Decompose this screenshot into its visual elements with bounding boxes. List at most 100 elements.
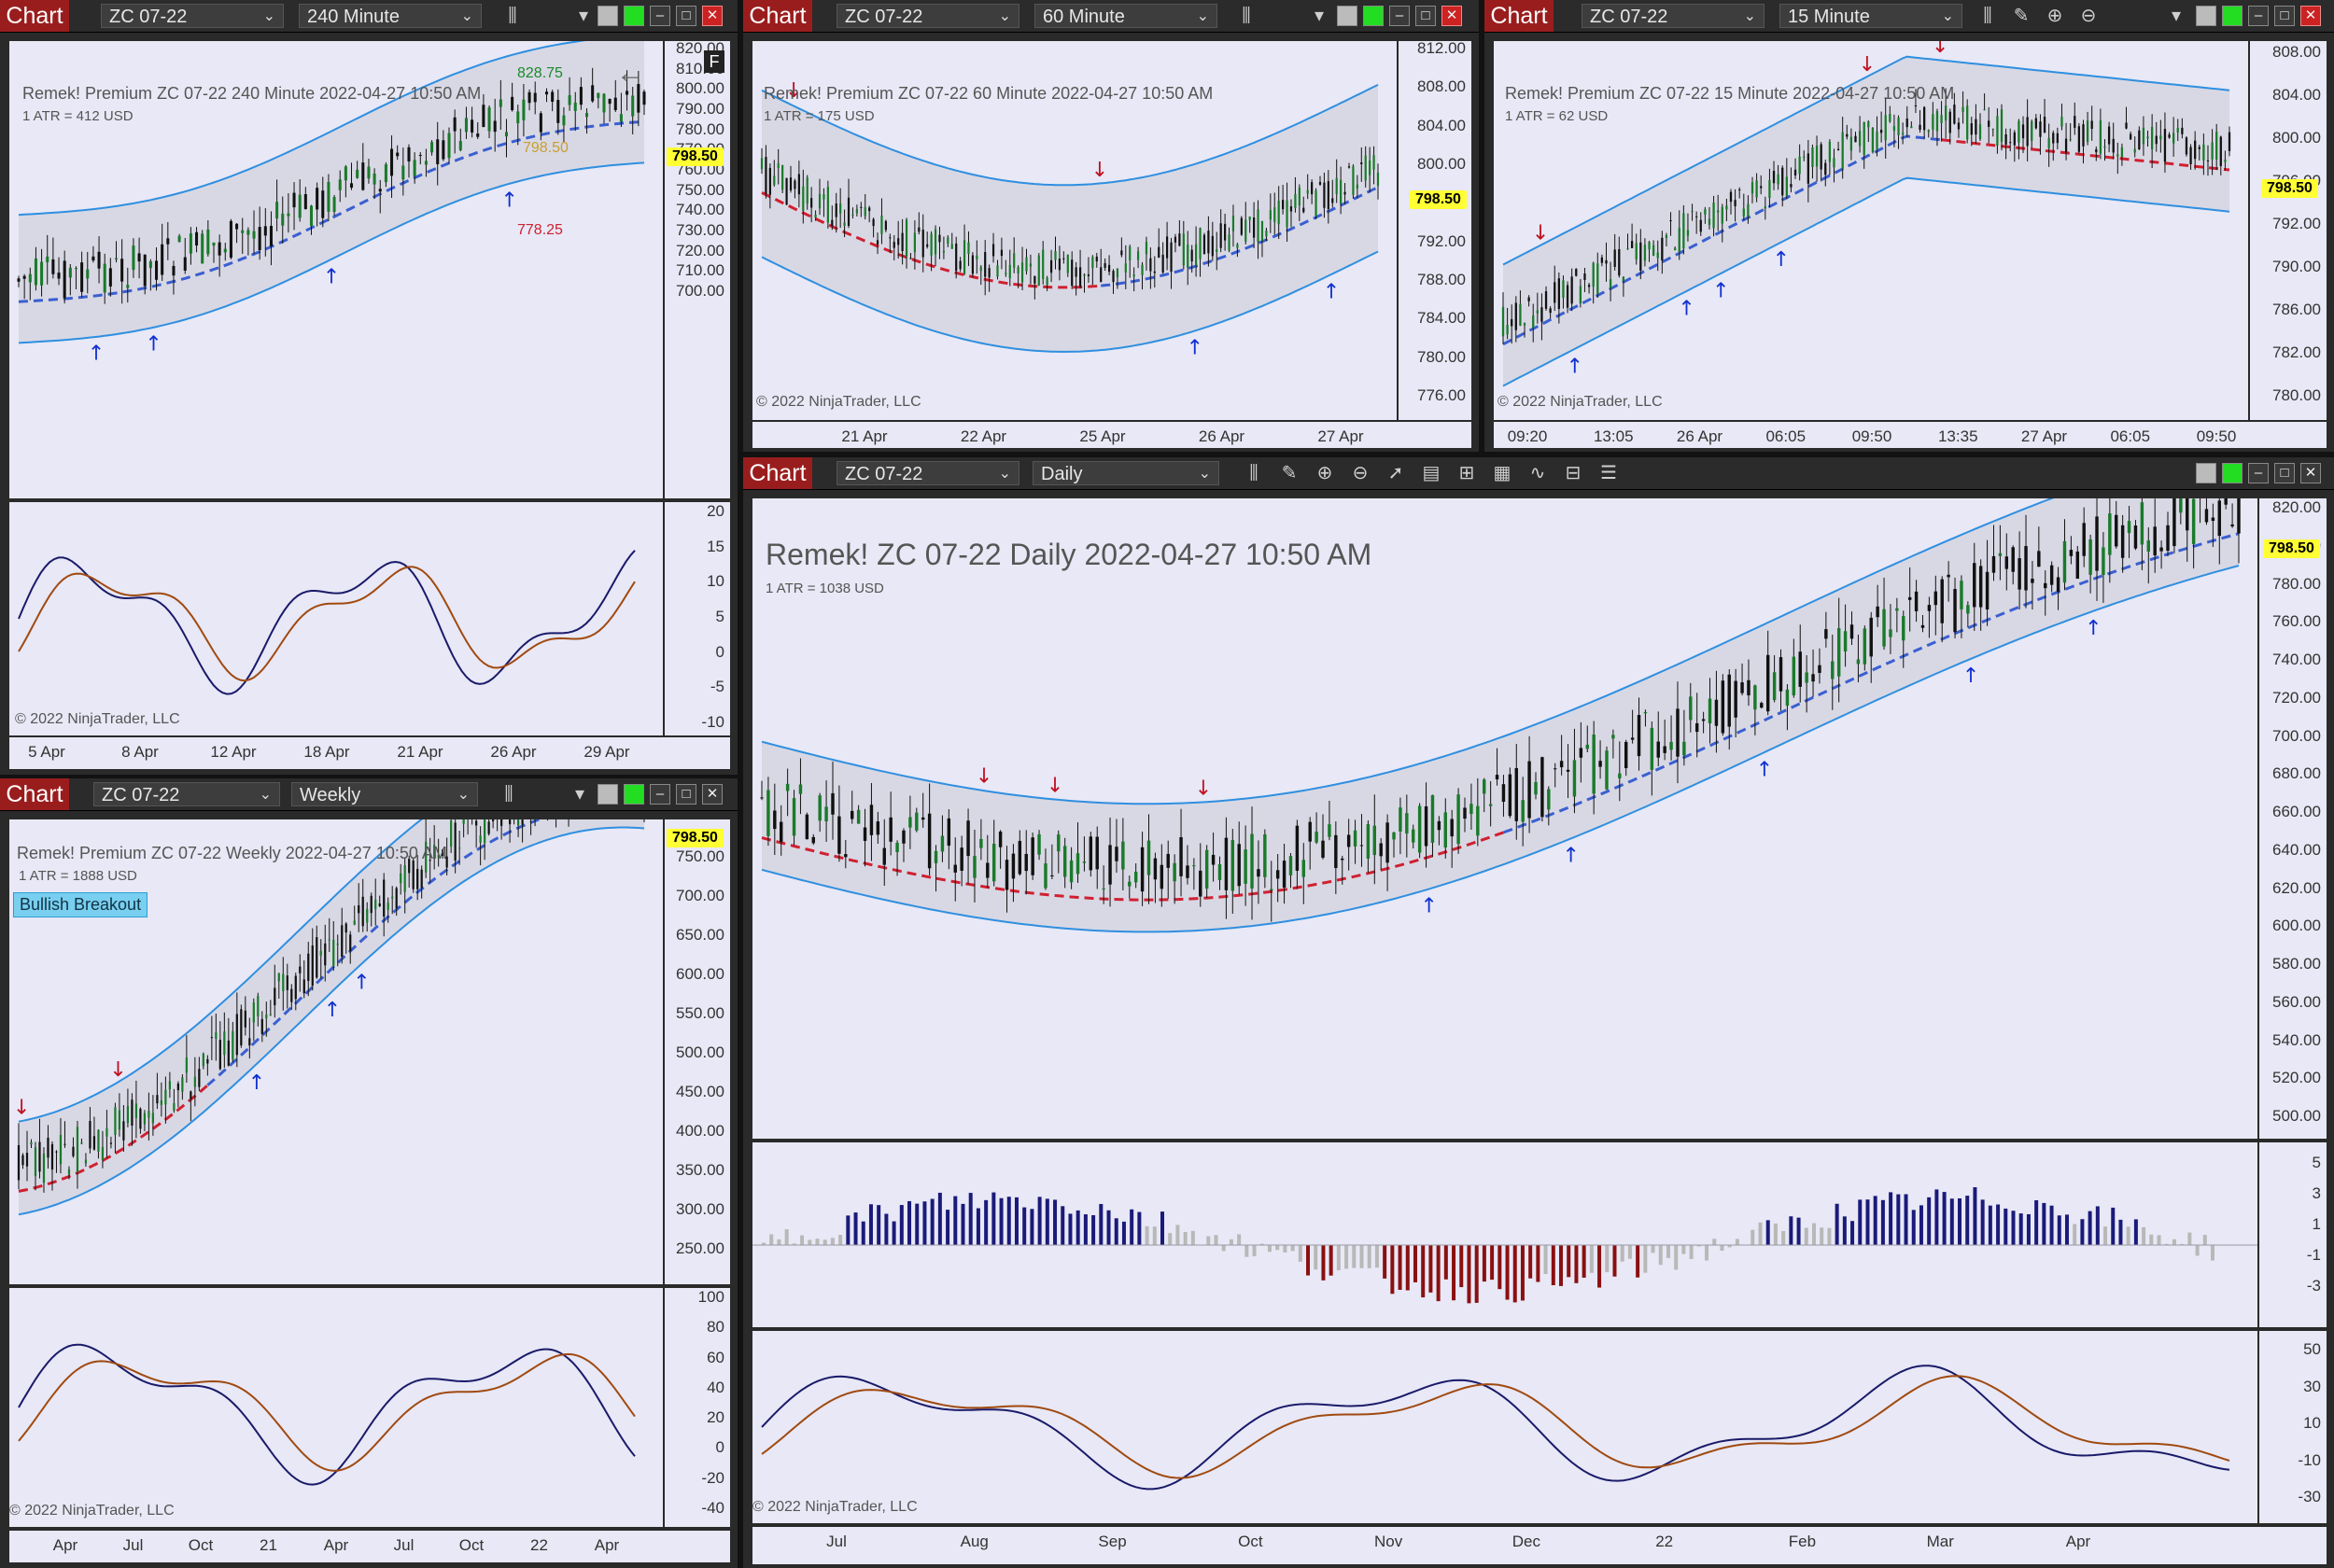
price-axis[interactable]: 820.00810.00800.00790.00780.00770.00760.… xyxy=(665,39,730,498)
candle-body xyxy=(2060,117,2063,127)
maximize-button[interactable]: □ xyxy=(676,6,696,26)
list-icon[interactable]: ⊟ xyxy=(1565,463,1582,483)
maximize-button[interactable]: □ xyxy=(2274,6,2295,26)
close-button[interactable]: ✕ xyxy=(1441,6,1462,26)
chevron-down-icon[interactable]: ▾ xyxy=(578,6,589,26)
green-square-button[interactable] xyxy=(2222,463,2243,483)
green-square-button[interactable] xyxy=(2222,6,2243,26)
bar-chart-icon[interactable]: ⫼ xyxy=(508,6,517,26)
price-axis[interactable]: 820.00800.00780.00760.00740.00720.00700.… xyxy=(2259,498,2327,1139)
time-axis[interactable]: 09:20 13:05 26 Apr 06:05 09:50 13:35 27 Apr 06:… xyxy=(1494,422,2327,448)
instrument-select[interactable]: ZC 07-22 ⌄ xyxy=(837,461,1019,485)
buy-arrow-icon: ↑ xyxy=(324,999,341,1022)
last-price-tag: 798.50 xyxy=(2261,179,2318,198)
interval-select[interactable]: 15 Minute ⌄ xyxy=(1779,4,1962,28)
interval-select[interactable]: 60 Minute ⌄ xyxy=(1034,4,1217,28)
instrument-select[interactable]: ZC 07-22 ⌄ xyxy=(1582,4,1765,28)
price-axis[interactable]: 808.00804.00800.00796.00792.00790.00786.… xyxy=(2250,41,2327,420)
price-panel[interactable]: ↑ ↑ ↓ ↓ Remek! Premium ZC 07-22 60 Minute 2… xyxy=(752,41,1397,420)
maximize-button[interactable]: □ xyxy=(2274,463,2295,483)
gray-square-button[interactable] xyxy=(1337,6,1357,26)
oscillator-panel[interactable]: © 2022 NinjaTrader, LLC xyxy=(9,1288,663,1527)
axis-tick-label: 5 xyxy=(715,608,724,625)
chevron-down-icon[interactable]: ▾ xyxy=(574,784,585,805)
interval-select[interactable]: Daily ⌄ xyxy=(1033,461,1219,485)
chevron-down-icon[interactable]: ▾ xyxy=(1314,6,1325,26)
maximize-button[interactable]: □ xyxy=(676,784,696,805)
zoom-out-icon[interactable]: ⊖ xyxy=(1352,463,1369,483)
price-panel[interactable]: ↑ ↑ ↑ ↑ ↓ ↓ ↓ Remek! Premium ZC 07-22 15 Minut… xyxy=(1494,41,2248,420)
minimize-button[interactable]: – xyxy=(1389,6,1410,26)
strategies-icon[interactable]: ⊞ xyxy=(1458,463,1475,483)
gray-square-button[interactable] xyxy=(2196,6,2216,26)
zoom-in-icon[interactable]: ⊕ xyxy=(2046,6,2063,26)
minimize-button[interactable]: – xyxy=(650,6,670,26)
price-axis[interactable]: 812.00808.00804.00800.00796.00792.00788.… xyxy=(1399,39,1471,420)
chart-tab[interactable]: Chart xyxy=(0,0,69,32)
pencil-icon[interactable]: ✎ xyxy=(1281,463,1298,483)
price-panel[interactable]: ↑ ↑ ↑ ↑ Remek! Premium ZC 07-22 240 Minute … xyxy=(9,41,663,498)
oscillator-panel[interactable]: © 2022 NinjaTrader, LLC xyxy=(752,1331,2257,1523)
chart-tab[interactable]: Chart xyxy=(1484,0,1554,32)
price-panel[interactable]: ↑ ↑ ↑ ↓ ↓ Remek! Premium ZC 07-22 Weekly 202… xyxy=(9,819,663,1284)
candle-body xyxy=(487,107,491,132)
interval-select[interactable]: 240 Minute ⌄ xyxy=(299,4,482,28)
buy-arrow-icon: ↑ xyxy=(1323,281,1340,304)
minimize-button[interactable]: – xyxy=(2248,463,2269,483)
back-arrow-icon[interactable]: ← xyxy=(616,58,644,89)
oscillator-axis[interactable]: 50 30 10 -10 -30 xyxy=(2259,1331,2327,1523)
minimize-button[interactable]: – xyxy=(650,784,670,805)
time-axis[interactable]: Apr Jul Oct 21 Apr Jul Oct 22 Apr xyxy=(9,1531,730,1562)
histogram-axis[interactable]: 5 3 1 -1 -3 xyxy=(2259,1142,2327,1327)
time-axis[interactable]: 21 Apr 22 Apr 25 Apr 26 Apr 27 Apr xyxy=(752,422,1471,448)
green-square-button[interactable] xyxy=(624,6,644,26)
axis-tick-label: 27 Apr xyxy=(2020,427,2068,445)
instrument-select[interactable]: ZC 07-22 ⌄ xyxy=(93,782,280,806)
instrument-select[interactable]: ZC 07-22 ⌄ xyxy=(101,4,284,28)
bar-chart-icon[interactable]: ⫼ xyxy=(1242,6,1251,26)
histogram-panel[interactable] xyxy=(752,1142,2257,1327)
close-button[interactable]: ✕ xyxy=(702,6,723,26)
candle-body xyxy=(143,254,147,287)
candle-body xyxy=(1985,571,1990,610)
green-square-button[interactable] xyxy=(1363,6,1384,26)
pencil-icon[interactable]: ✎ xyxy=(2013,6,2030,26)
zoom-out-icon[interactable]: ⊖ xyxy=(2080,6,2097,26)
price-panel[interactable]: ↑ ↑ ↑ ↑ ↑ ↓ ↓ ↓ Remek! ZC 07-22 Daily 2022-04-2… xyxy=(752,498,2257,1139)
gray-square-button[interactable] xyxy=(598,784,618,805)
bar-chart-icon[interactable]: ⫼ xyxy=(1983,6,1992,26)
properties-icon[interactable]: ∿ xyxy=(1529,463,1546,483)
close-button[interactable]: ✕ xyxy=(2300,463,2321,483)
zoom-in-icon[interactable]: ⊕ xyxy=(1316,463,1333,483)
indicators-icon[interactable]: ▦ xyxy=(1493,463,1511,483)
time-axis[interactable]: 5 Apr 8 Apr 12 Apr 18 Apr 21 Apr 26 Apr 29 Apr xyxy=(9,737,730,769)
data-box-icon[interactable]: ▤ xyxy=(1422,463,1441,483)
close-button[interactable]: ✕ xyxy=(2300,6,2321,26)
chevron-down-icon[interactable]: ▾ xyxy=(2171,6,2182,26)
time-axis[interactable]: Jul Aug Sep Oct Nov Dec 22 Feb Mar Apr xyxy=(752,1527,2327,1564)
menu-list-icon[interactable]: ☰ xyxy=(1600,463,1617,483)
oscillator-panel[interactable]: © 2022 NinjaTrader, LLC xyxy=(9,502,663,735)
oscillator-axis[interactable]: 20 15 10 5 0 -5 -10 xyxy=(665,502,730,735)
maximize-button[interactable]: □ xyxy=(1415,6,1436,26)
candle-body xyxy=(1843,631,1848,651)
candle-body xyxy=(114,1107,117,1135)
minimize-button[interactable]: – xyxy=(2248,6,2269,26)
chart-tab[interactable]: Chart xyxy=(743,457,812,489)
interval-select[interactable]: Weekly ⌄ xyxy=(291,782,478,806)
chart-tab[interactable]: Chart xyxy=(743,0,812,32)
green-square-button[interactable] xyxy=(624,784,644,805)
bar-chart-icon[interactable]: ⫼ xyxy=(504,784,513,805)
oscillator-axis[interactable]: 100 80 60 40 20 0 -20 -40 xyxy=(665,1288,730,1527)
candle-body xyxy=(1772,171,1776,184)
close-button[interactable]: ✕ xyxy=(702,784,723,805)
gray-square-button[interactable] xyxy=(598,6,618,26)
gray-square-button[interactable] xyxy=(2196,463,2216,483)
chart-tab[interactable]: Chart xyxy=(0,778,69,810)
flag-button[interactable]: F xyxy=(704,50,724,73)
instrument-select[interactable]: ZC 07-22 ⌄ xyxy=(837,4,1019,28)
arrow-pointer-icon[interactable]: ➚ xyxy=(1387,463,1404,483)
bar-chart-icon[interactable]: ⫼ xyxy=(1249,463,1258,483)
price-axis[interactable]: 750.00 700.00 650.00 600.00 550.00 500.00 450.… xyxy=(665,819,730,1284)
candle-body xyxy=(74,268,77,270)
